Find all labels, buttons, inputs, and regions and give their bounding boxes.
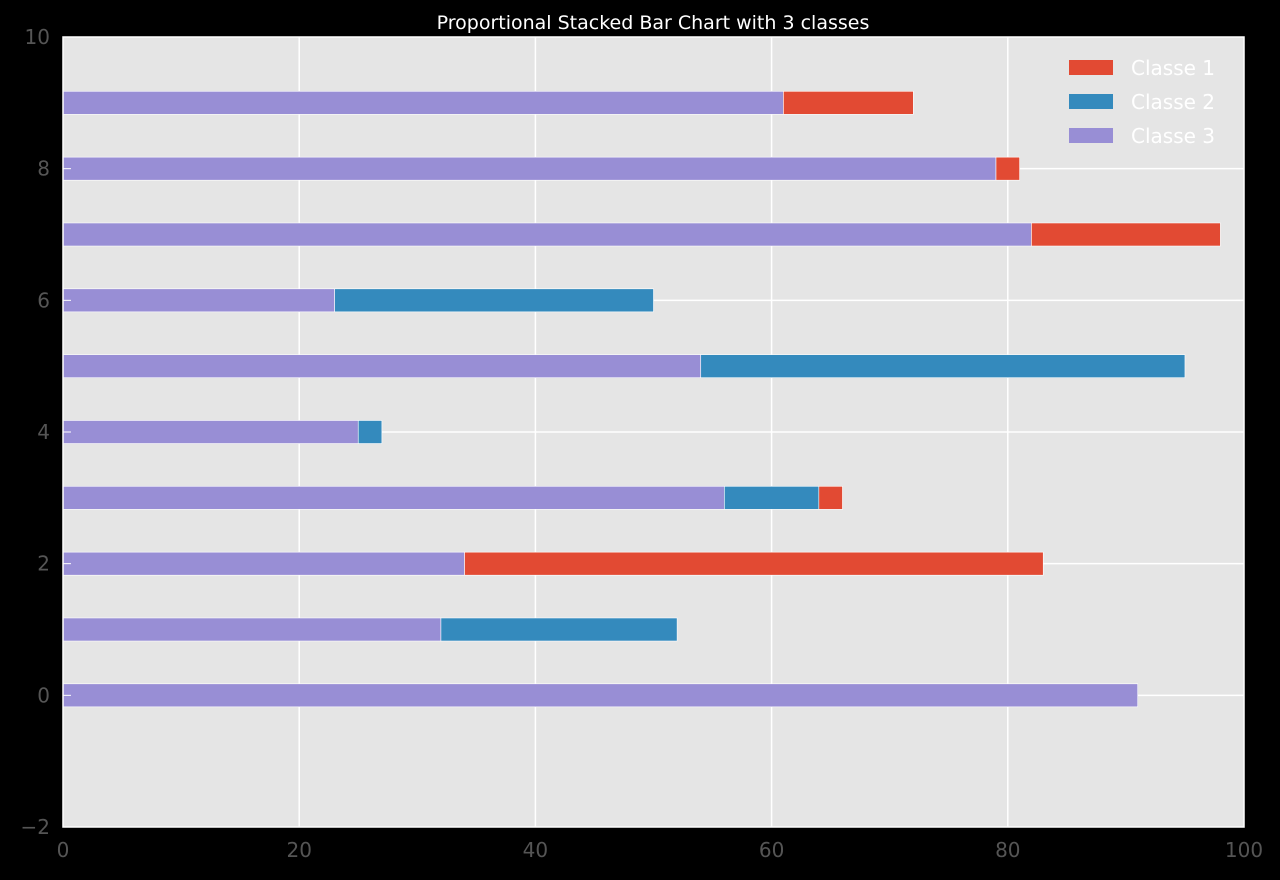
bar-segment-classe-1 <box>1031 222 1221 247</box>
bar-segment-classe-3 <box>62 156 997 181</box>
legend: Classe 1 Classe 2 Classe 3 <box>1069 56 1215 148</box>
x-tick-label: 40 <box>523 838 548 862</box>
bar-segment-classe-3 <box>62 354 702 378</box>
chart-title: Proportional Stacked Bar Chart with 3 cl… <box>437 12 870 34</box>
legend-label: Classe 1 <box>1131 56 1215 80</box>
legend-label: Classe 2 <box>1131 90 1215 114</box>
bar-segment-classe-3 <box>62 222 1032 247</box>
x-tick-label: 20 <box>286 838 311 862</box>
x-tick-label: 60 <box>759 838 784 862</box>
legend-swatch-classe-3 <box>1069 128 1113 143</box>
bar-segment-classe-3 <box>62 91 784 115</box>
y-tick-label: 10 <box>25 25 50 49</box>
bar-segment-classe-2 <box>357 420 383 444</box>
bar-segment-classe-2 <box>334 288 654 313</box>
bar-segment-classe-1 <box>995 156 1020 181</box>
legend-swatch-classe-1 <box>1069 60 1113 75</box>
x-tick-label: 100 <box>1225 838 1263 862</box>
bar-segment-classe-3 <box>62 551 465 576</box>
y-tick-label: −2 <box>21 815 50 839</box>
x-tick-label: 0 <box>57 838 70 862</box>
y-tick-label: 6 <box>37 288 50 312</box>
bar-segment-classe-1 <box>818 486 843 510</box>
bar-segment-classe-3 <box>62 288 335 313</box>
bar-segment-classe-3 <box>62 617 442 642</box>
x-tick-label: 80 <box>995 838 1020 862</box>
bar-segment-classe-1 <box>464 551 1044 576</box>
bar-segment-classe-2 <box>700 354 1186 378</box>
y-tick-label: 2 <box>37 552 50 576</box>
y-tick-label: 4 <box>37 420 50 444</box>
bar-segment-classe-2 <box>440 617 678 642</box>
bar-segment-classe-3 <box>62 420 359 444</box>
bar-segment-classe-2 <box>724 486 820 510</box>
axis-ticks: 0 20 40 60 80 100 −2 0 2 4 6 8 10 <box>21 25 1264 862</box>
legend-swatch-classe-2 <box>1069 94 1113 109</box>
legend-label: Classe 3 <box>1131 124 1215 148</box>
y-tick-label: 8 <box>37 157 50 181</box>
y-tick-label: 0 <box>37 683 50 707</box>
bar-segment-classe-3 <box>62 683 1139 708</box>
bar-segment-classe-1 <box>783 91 914 115</box>
bar-segment-classe-3 <box>62 486 725 510</box>
